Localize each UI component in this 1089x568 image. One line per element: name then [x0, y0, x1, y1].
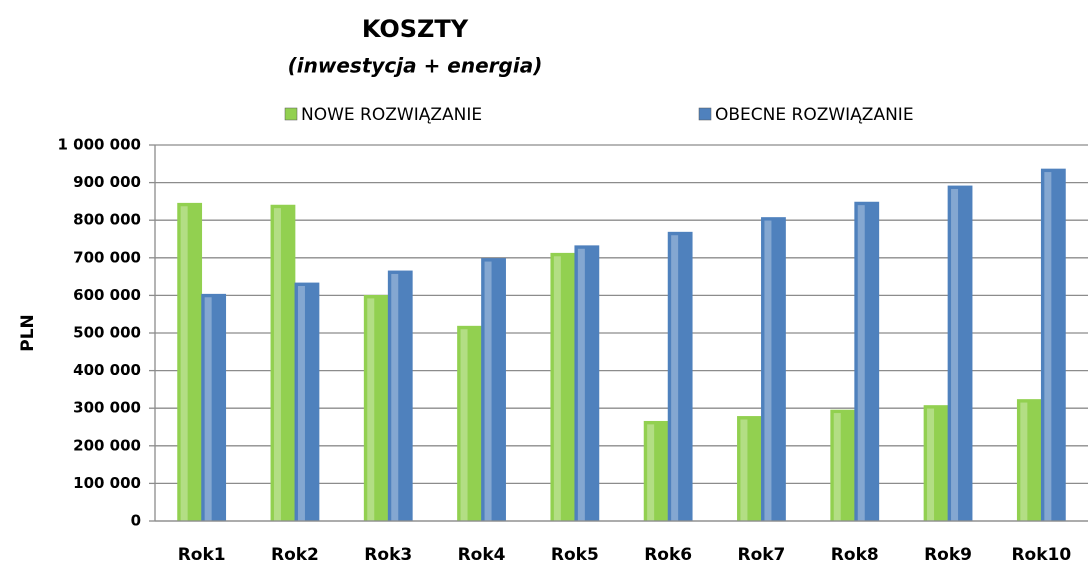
bar-shade	[764, 220, 772, 521]
y-tick-label: 600 000	[73, 286, 141, 304]
bar-shade	[647, 424, 655, 521]
bar-shade	[927, 408, 935, 521]
bar-shade	[391, 273, 399, 521]
bar-shade	[553, 256, 561, 521]
bar	[667, 231, 693, 522]
bar	[737, 416, 762, 522]
bar	[270, 204, 296, 522]
bar-shade	[740, 419, 748, 521]
y-tick-label: 900 000	[73, 173, 141, 191]
bar	[457, 325, 482, 522]
y-tick-label: 100 000	[73, 474, 141, 492]
bar-shade	[857, 205, 865, 522]
y-tick-label: 0	[131, 512, 141, 530]
y-axis-label: PLN	[18, 314, 38, 352]
y-tick-label: 300 000	[73, 399, 141, 417]
bar	[574, 245, 600, 522]
bar	[201, 293, 227, 522]
y-tick-label: 200 000	[73, 436, 141, 454]
x-tick-label: Rok8	[831, 545, 879, 565]
chart-title: KOSZTY	[362, 15, 469, 43]
bar-shade	[951, 188, 959, 521]
bar-shade	[297, 285, 305, 521]
legend-swatch	[698, 107, 712, 121]
x-tick-label: Rok6	[644, 545, 692, 565]
legend-label: OBECNE ROZWIĄZANIE	[715, 105, 914, 125]
y-tick-label: 700 000	[73, 248, 141, 266]
x-tick-label: Rok1	[178, 545, 226, 565]
x-tick-label: Rok5	[551, 545, 599, 565]
x-tick-label: Rok3	[364, 545, 412, 565]
bar-shade	[1044, 172, 1052, 521]
bar	[550, 252, 576, 522]
bar	[387, 270, 413, 522]
bar	[294, 282, 320, 522]
bar-shade	[273, 208, 281, 521]
bar	[177, 202, 203, 522]
bar-shade	[484, 261, 492, 521]
legend-label: NOWE ROZWIĄZANIE	[301, 105, 482, 125]
legend-swatch	[284, 107, 298, 121]
bar-shade	[460, 329, 468, 521]
bar-shade	[367, 298, 375, 521]
bar-shade	[577, 248, 585, 521]
bar	[643, 420, 669, 522]
bar	[947, 185, 973, 522]
bar	[923, 405, 949, 522]
bar-shade	[833, 413, 841, 521]
x-tick-label: Rok9	[924, 545, 972, 565]
y-tick-label: 400 000	[73, 361, 141, 379]
bar-shade	[1020, 402, 1028, 521]
x-tick-label: Rok4	[458, 545, 506, 565]
x-tick-label: Rok2	[271, 545, 319, 565]
x-tick-label: Rok10	[1011, 545, 1071, 565]
bar-shade	[180, 206, 188, 521]
chart-subtitle: (inwestycja + energia)	[288, 54, 543, 78]
x-tick-label: Rok7	[737, 545, 785, 565]
bar-shade	[204, 297, 212, 521]
y-tick-label: 800 000	[73, 211, 141, 229]
bar	[830, 409, 856, 522]
y-tick-label: 1 000 000	[57, 136, 141, 154]
bar-shade	[671, 235, 679, 521]
y-tick-label: 500 000	[73, 324, 141, 342]
bar	[854, 201, 880, 522]
